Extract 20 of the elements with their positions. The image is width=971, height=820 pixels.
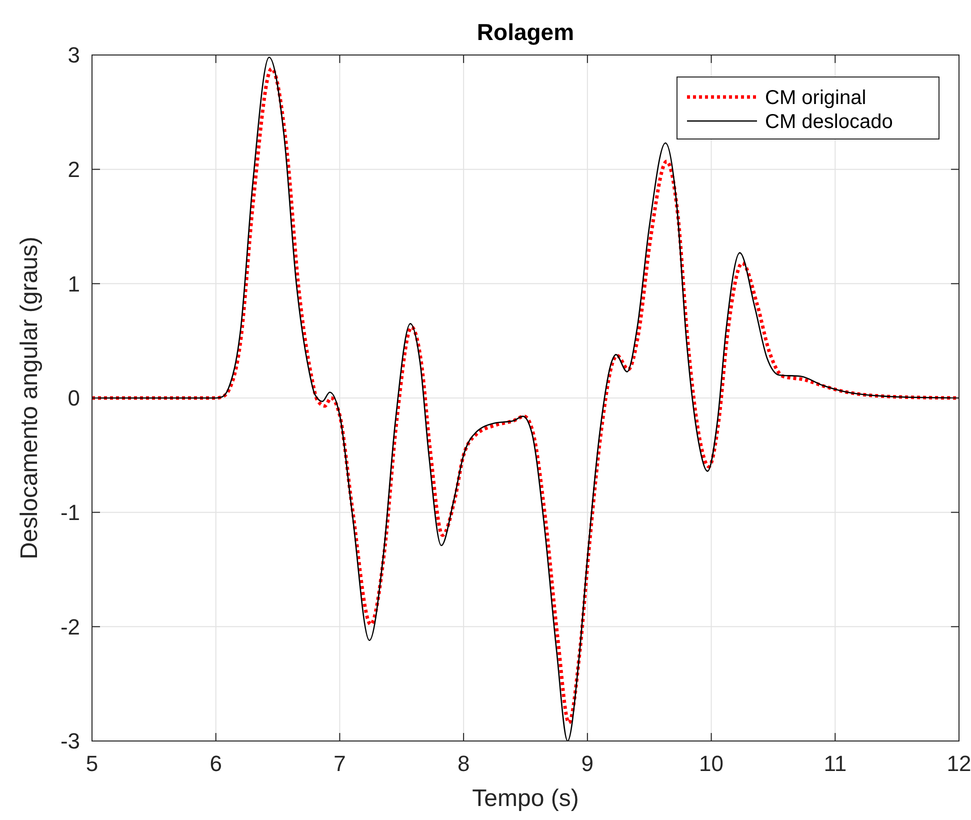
x-tick-label: 5 bbox=[86, 751, 98, 776]
y-tick-label: -2 bbox=[60, 614, 80, 640]
y-axis-title: Deslocamento angular (graus) bbox=[16, 236, 43, 560]
y-tick-label: 2 bbox=[68, 157, 80, 182]
legend-label: CM original bbox=[765, 87, 866, 109]
x-tick-label: 12 bbox=[946, 751, 971, 776]
x-tick-label: 10 bbox=[699, 751, 724, 776]
y-tick-label: 1 bbox=[68, 271, 80, 296]
x-axis-title: Tempo (s) bbox=[472, 785, 579, 812]
x-tick-label: 8 bbox=[457, 751, 470, 776]
chart-title: Rolagem bbox=[476, 19, 574, 45]
x-tick-label: 7 bbox=[334, 751, 346, 776]
y-tick-label: -3 bbox=[60, 728, 80, 754]
y-tick-label: -1 bbox=[60, 500, 80, 526]
legend-label: CM deslocado bbox=[765, 111, 893, 133]
y-tick-label: 3 bbox=[68, 42, 80, 68]
x-tick-label: 11 bbox=[824, 751, 847, 776]
x-tick-label: 6 bbox=[210, 751, 222, 776]
x-tick-label: 9 bbox=[581, 751, 594, 776]
y-tick-label: 0 bbox=[68, 386, 80, 411]
